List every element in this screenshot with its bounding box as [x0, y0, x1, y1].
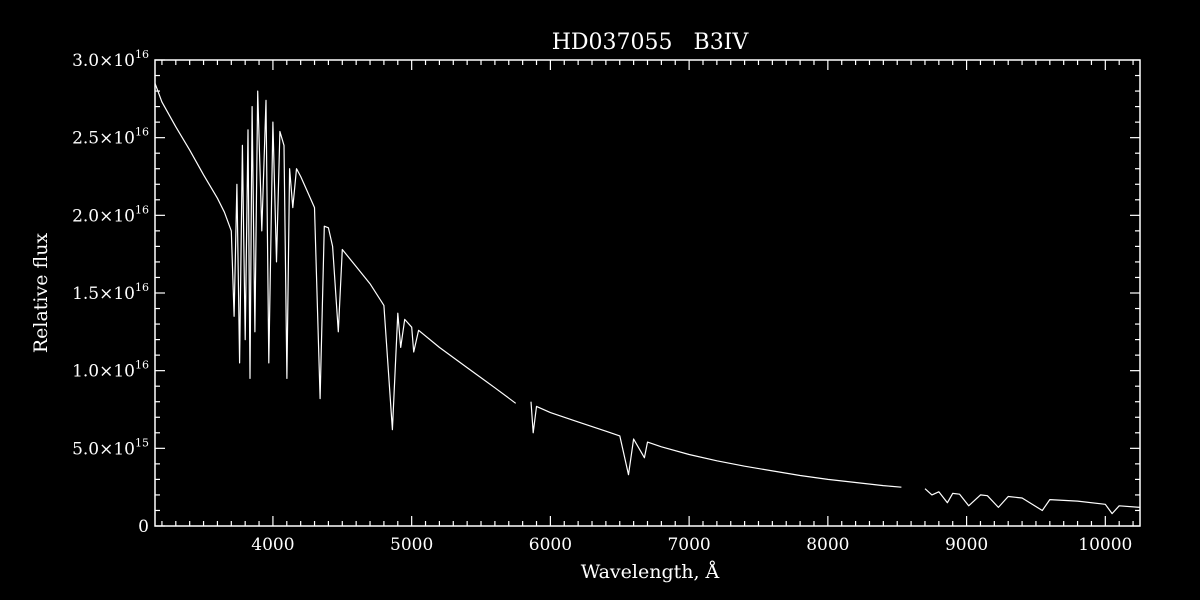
- y-axis-label: Relative flux: [30, 233, 52, 354]
- x-tick-label: 6000: [529, 535, 572, 555]
- chart-title: HD037055 B3IV: [552, 30, 750, 55]
- y-tick-label: 3.0×1016: [72, 48, 149, 71]
- x-tick-label: 7000: [667, 535, 710, 555]
- x-tick-label: 5000: [390, 535, 433, 555]
- spectrum-line-segment: [530, 401, 902, 488]
- x-tick-label: 9000: [945, 535, 988, 555]
- y-tick-label: 5.0×1015: [72, 436, 149, 459]
- x-axis-tick-labels: 4000 5000 6000 7000 8000 9000 10000: [251, 535, 1132, 555]
- y-tick-label: 0: [138, 517, 149, 537]
- y-tick-label: 2.0×1016: [72, 203, 149, 226]
- series-layer: [154, 83, 1141, 515]
- x-tick-label: 4000: [251, 535, 294, 555]
- x-tick-label: 8000: [806, 535, 849, 555]
- x-tick-label: 10000: [1078, 535, 1132, 555]
- y-tick-label: 1.0×1016: [72, 359, 149, 382]
- spectrum-line-segment: [154, 83, 517, 431]
- x-axis-ticks: [161, 60, 1134, 526]
- y-tick-label: 2.5×1016: [72, 126, 149, 149]
- spectrum-line-segment: [924, 488, 1141, 515]
- y-axis-ticks: [155, 59, 1140, 527]
- y-axis-tick-labels: 0 5.0×1015 1.0×1016 1.5×1016 2.0×1016 2.5×101…: [72, 48, 149, 537]
- x-axis-label: Wavelength, Å: [581, 561, 720, 583]
- y-tick-label: 1.5×1016: [72, 281, 149, 304]
